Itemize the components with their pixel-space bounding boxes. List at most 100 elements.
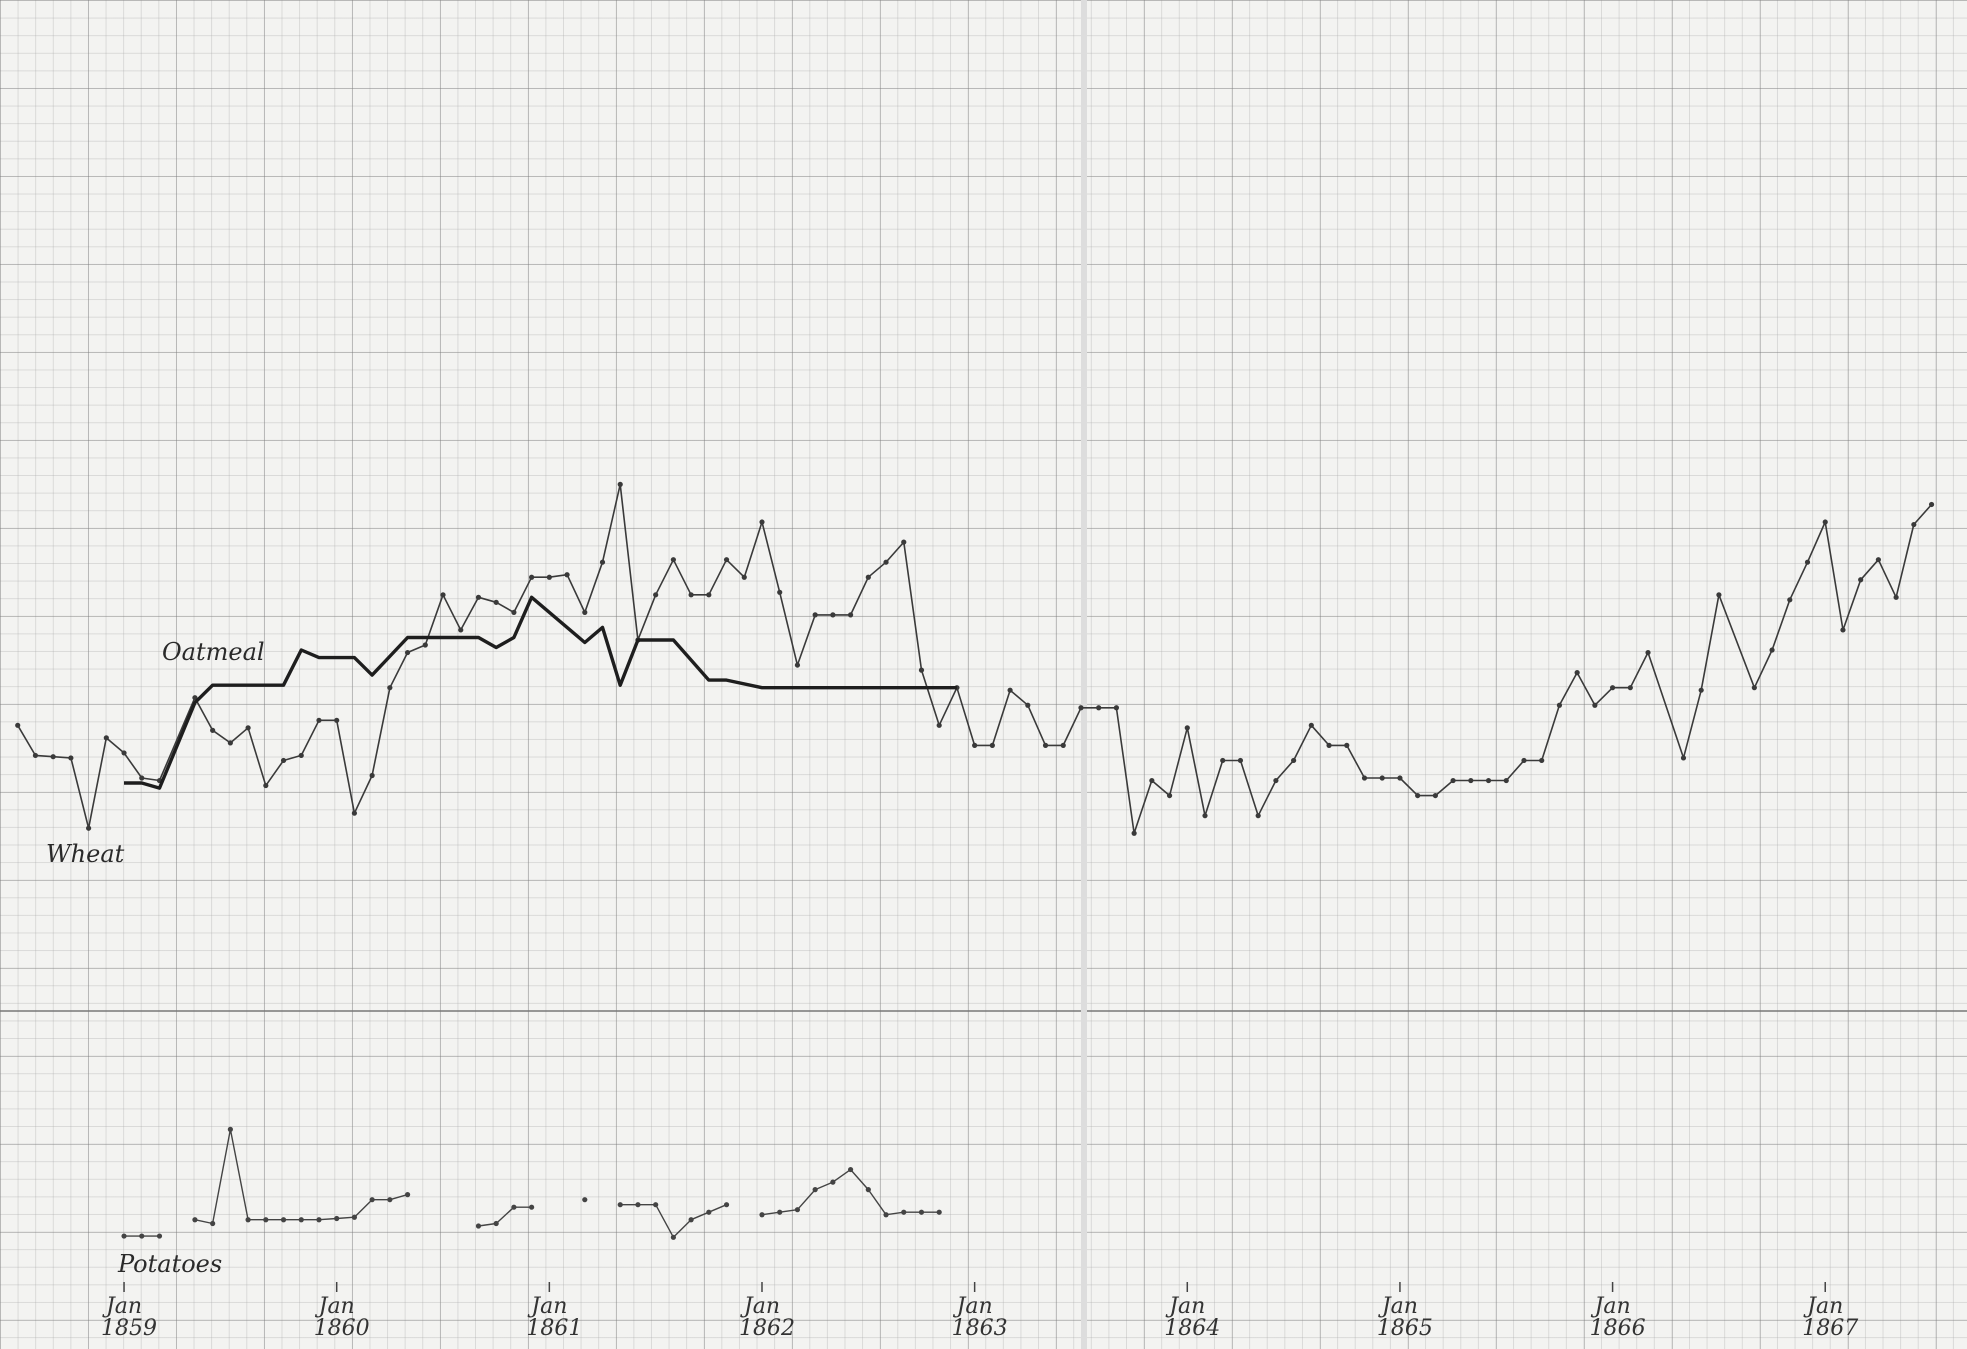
data-point bbox=[15, 723, 20, 728]
x-tick-label: Jan 1859 bbox=[101, 1296, 147, 1340]
data-point bbox=[883, 1212, 888, 1217]
data-point bbox=[759, 1212, 764, 1217]
data-point bbox=[830, 612, 835, 617]
data-point bbox=[1291, 758, 1296, 763]
data-point bbox=[706, 1210, 711, 1215]
data-point bbox=[334, 1216, 339, 1221]
data-point bbox=[1380, 775, 1385, 780]
data-point bbox=[1149, 778, 1154, 783]
data-point bbox=[1025, 703, 1030, 708]
data-point bbox=[68, 755, 73, 760]
data-point bbox=[281, 1217, 286, 1222]
data-point bbox=[1575, 670, 1580, 675]
x-tick-label: Jan 1862 bbox=[739, 1296, 785, 1340]
x-tick-label: Jan 1866 bbox=[1590, 1296, 1636, 1340]
series-line bbox=[18, 484, 1932, 833]
data-point bbox=[901, 540, 906, 545]
data-point bbox=[1256, 813, 1261, 818]
data-point bbox=[476, 595, 481, 600]
data-point bbox=[245, 725, 250, 730]
data-point bbox=[387, 1197, 392, 1202]
data-point bbox=[1468, 778, 1473, 783]
series-line bbox=[124, 597, 957, 788]
data-point bbox=[671, 557, 676, 562]
data-point bbox=[405, 1192, 410, 1197]
data-point bbox=[299, 1217, 304, 1222]
x-tick-label: Jan 1861 bbox=[526, 1296, 572, 1340]
data-point bbox=[1202, 813, 1207, 818]
data-point bbox=[1114, 705, 1119, 710]
data-point bbox=[1840, 627, 1845, 632]
data-point bbox=[33, 753, 38, 758]
data-point bbox=[901, 1210, 906, 1215]
data-point bbox=[121, 750, 126, 755]
data-point bbox=[972, 743, 977, 748]
data-point bbox=[139, 775, 144, 780]
data-point bbox=[1787, 597, 1792, 602]
data-point bbox=[919, 668, 924, 673]
data-point bbox=[1007, 688, 1012, 693]
data-point bbox=[352, 811, 357, 816]
data-point bbox=[1061, 743, 1066, 748]
data-point bbox=[1415, 793, 1420, 798]
data-point bbox=[1769, 647, 1774, 652]
data-point bbox=[370, 1197, 375, 1202]
data-point bbox=[1911, 522, 1916, 527]
data-point bbox=[1521, 758, 1526, 763]
data-point bbox=[1716, 592, 1721, 597]
data-point bbox=[423, 642, 428, 647]
data-point bbox=[582, 1197, 587, 1202]
data-point bbox=[1876, 557, 1881, 562]
data-point bbox=[139, 1233, 144, 1238]
data-point bbox=[1433, 793, 1438, 798]
data-point bbox=[316, 718, 321, 723]
data-point bbox=[387, 685, 392, 690]
data-point bbox=[937, 723, 942, 728]
data-point bbox=[883, 560, 888, 565]
chart: WheatOatmealPotatoes bbox=[0, 0, 1967, 1349]
data-point bbox=[1185, 725, 1190, 730]
data-point bbox=[706, 592, 711, 597]
data-point bbox=[86, 826, 91, 831]
data-point bbox=[1486, 778, 1491, 783]
data-point bbox=[689, 1217, 694, 1222]
data-point bbox=[458, 627, 463, 632]
data-point bbox=[653, 1202, 658, 1207]
series-label: Wheat bbox=[46, 840, 125, 868]
data-point bbox=[1610, 685, 1615, 690]
data-point bbox=[1132, 831, 1137, 836]
data-point bbox=[795, 662, 800, 667]
data-point bbox=[1858, 577, 1863, 582]
data-point bbox=[1645, 650, 1650, 655]
data-point bbox=[618, 482, 623, 487]
data-point bbox=[494, 600, 499, 605]
data-point bbox=[582, 610, 587, 615]
data-point bbox=[121, 1233, 126, 1238]
data-point bbox=[1167, 793, 1172, 798]
data-point bbox=[866, 575, 871, 580]
data-point bbox=[511, 610, 516, 615]
data-point bbox=[1078, 705, 1083, 710]
x-tick-label: Jan 1867 bbox=[1802, 1296, 1848, 1340]
data-point bbox=[759, 519, 764, 524]
data-point bbox=[742, 575, 747, 580]
data-point bbox=[813, 612, 818, 617]
data-point bbox=[228, 1127, 233, 1132]
data-point bbox=[1238, 758, 1243, 763]
data-point bbox=[1929, 502, 1934, 507]
data-point bbox=[866, 1187, 871, 1192]
data-point bbox=[405, 650, 410, 655]
data-point bbox=[1539, 758, 1544, 763]
data-point bbox=[635, 1202, 640, 1207]
data-point bbox=[724, 1202, 729, 1207]
data-point bbox=[1823, 519, 1828, 524]
page: WheatOatmealPotatoes (() => { const data… bbox=[0, 0, 1967, 1349]
data-point bbox=[316, 1217, 321, 1222]
x-tick-label: Jan 1860 bbox=[314, 1296, 360, 1340]
data-point bbox=[192, 1217, 197, 1222]
data-point bbox=[529, 575, 534, 580]
data-point bbox=[1309, 723, 1314, 728]
data-point bbox=[1362, 775, 1367, 780]
x-tick-label: Jan 1864 bbox=[1164, 1296, 1210, 1340]
series-label: Potatoes bbox=[117, 1250, 222, 1278]
